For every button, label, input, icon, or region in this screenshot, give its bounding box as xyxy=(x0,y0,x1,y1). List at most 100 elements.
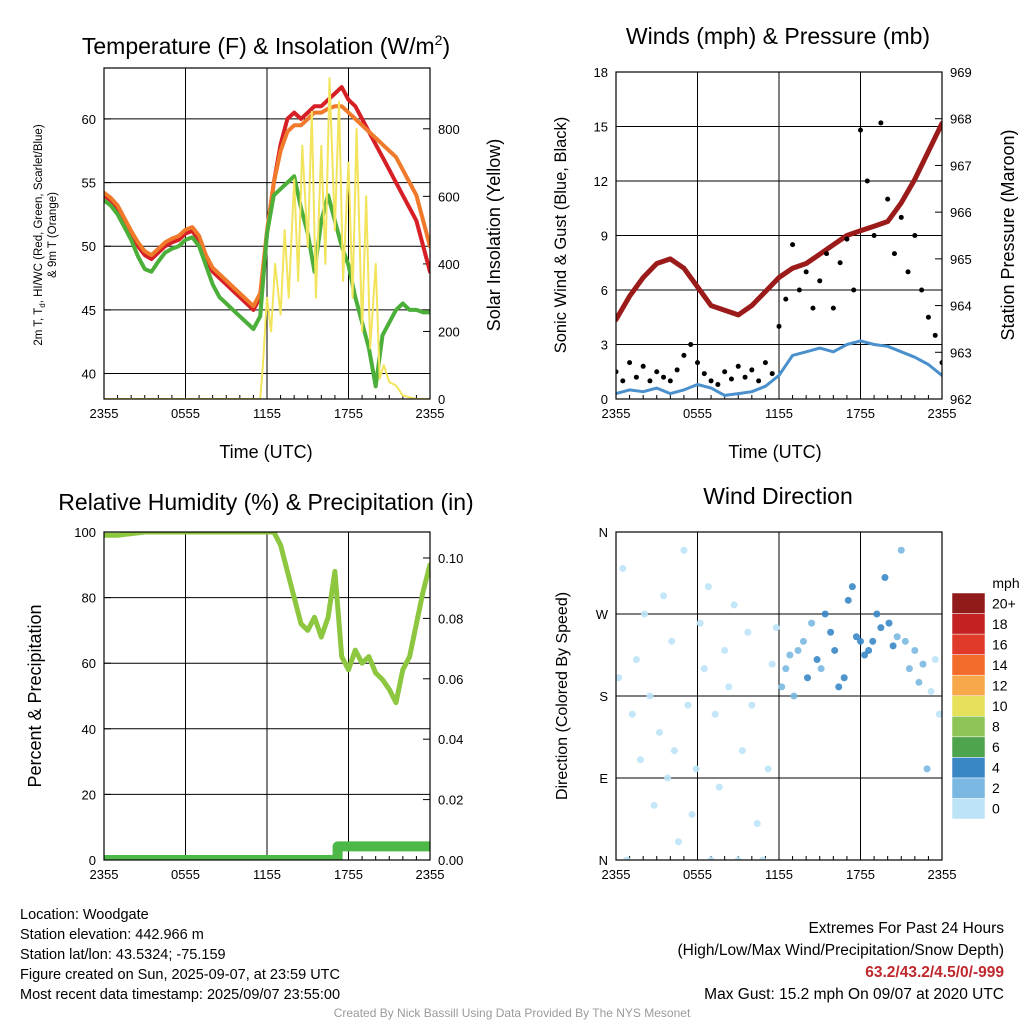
wind-direction-point xyxy=(852,633,860,641)
winds-ylabel: Sonic Wind & Gust (Blue, Black) xyxy=(552,117,570,354)
temperature-x-tick-label: 2355 xyxy=(90,406,119,421)
wind-direction-point xyxy=(893,633,901,641)
wind-direction-point xyxy=(808,619,816,627)
gust-point xyxy=(912,233,918,238)
temperature-y-tick-label: 45 xyxy=(82,303,96,318)
wind-direction-point xyxy=(692,765,700,773)
winds-y-tick-label: 6 xyxy=(601,283,608,298)
wind-direction-point xyxy=(707,856,715,860)
direction-x-tick-label: 1155 xyxy=(765,867,793,882)
gust-point xyxy=(824,251,830,257)
wind-direction-point xyxy=(831,646,839,654)
wind-direction-point xyxy=(628,710,636,718)
temperature-title: Temperature (F) & Insolation (W/m2) xyxy=(82,32,450,59)
gust-point xyxy=(776,323,782,329)
wind-direction-point xyxy=(664,774,672,782)
direction-x-tick-label: 2355 xyxy=(602,867,631,882)
wind-direction-point xyxy=(835,683,843,691)
direction-x-tick-label: 2355 xyxy=(928,867,957,882)
humidity-y-tick-label: 0 xyxy=(89,853,96,868)
humidity-y-tick-label: 60 xyxy=(82,656,96,671)
wind-direction-point xyxy=(840,674,848,682)
wind-direction-point xyxy=(935,710,942,718)
winds-x-tick-label: 1755 xyxy=(846,406,875,421)
temperature-y-tick-label: 55 xyxy=(82,176,96,191)
direction-series-group xyxy=(616,546,942,860)
direction-frame xyxy=(615,531,943,861)
temperature-y2-tick-label: 400 xyxy=(438,257,460,272)
temperature-xlabel: Time (UTC) xyxy=(219,442,312,462)
winds-xlabel: Time (UTC) xyxy=(728,442,821,462)
winds-y-tick-label: 3 xyxy=(601,338,608,353)
wind-direction-point xyxy=(715,783,723,791)
station-elevation: Station elevation: 442.966 m xyxy=(20,927,204,943)
direction-ylabel: Direction (Colored By Speed) xyxy=(554,592,571,800)
wind-direction-point xyxy=(869,637,877,645)
gust-point xyxy=(620,378,626,384)
relative-humidity-line xyxy=(104,532,430,706)
wind-direction-point xyxy=(688,810,696,818)
gust-point xyxy=(728,376,734,382)
colorbar-label: 8 xyxy=(992,719,1000,735)
temperature-x-tick-label: 1755 xyxy=(334,406,363,421)
gust-point xyxy=(796,287,802,293)
humidity-plot: 2355 0555 1155 1755 23550204060801000.000.02… xyxy=(74,525,463,882)
gust-point xyxy=(837,260,843,266)
wind-direction-point xyxy=(881,574,889,582)
direction-x-tick-label: 0555 xyxy=(683,867,712,882)
wind-direction-point xyxy=(786,651,794,659)
humidity-x-tick-label: 0555 xyxy=(171,867,200,882)
wind-direction-point xyxy=(744,628,752,636)
temperature-ylabel-2: & 9m T (Orange) xyxy=(47,192,59,278)
temperature-y-tick-label: 60 xyxy=(82,112,96,127)
temperature-y-tick-label: 40 xyxy=(82,367,96,382)
wind-direction-point xyxy=(931,656,939,664)
figure-created: Figure created on Sun, 2025-09-07, at 23… xyxy=(20,967,340,983)
winds-y-tick-label: 0 xyxy=(601,392,608,407)
wind-direction-point xyxy=(730,601,738,609)
winds-plot: 2355 0555 1155 1755 235503691215189629639649… xyxy=(594,65,972,421)
gust-point xyxy=(858,127,863,133)
wind-direction-point xyxy=(857,637,864,645)
direction-y-tick-label: N xyxy=(599,525,608,540)
colorbar-swatch xyxy=(951,757,986,779)
humidity-x-tick-label: 1155 xyxy=(253,867,281,882)
colorbar-swatch xyxy=(951,633,986,655)
wind-direction-point xyxy=(650,801,658,809)
winds-y2-tick-label: 968 xyxy=(950,112,972,127)
colorbar-swatch xyxy=(951,674,986,696)
station-location: Location: Woodgate xyxy=(20,907,149,923)
winds-x-tick-label: 2355 xyxy=(928,406,957,421)
colorbar-label: 10 xyxy=(992,698,1008,714)
humidity-y-tick-label: 80 xyxy=(82,591,96,606)
winds-frame xyxy=(615,71,943,400)
humidity-ylabel: Percent & Precipitation xyxy=(25,604,45,787)
wind-direction-point xyxy=(790,692,798,700)
winds-y2-tick-label: 966 xyxy=(950,205,972,220)
colorbar-swatch xyxy=(951,654,986,676)
winds-y2-tick-label: 962 xyxy=(950,392,972,407)
wind-direction-point xyxy=(668,637,676,645)
wind-direction-point xyxy=(641,610,649,618)
plot-layer: 2355 0555 1155 1755 235540455055600200400600… xyxy=(74,65,1015,882)
wind-direction-point xyxy=(901,637,909,645)
gust-point xyxy=(925,314,931,320)
humidity-y2-tick-label: 0.02 xyxy=(438,793,463,808)
colorbar-swatch xyxy=(951,592,986,614)
winds-y-tick-label: 15 xyxy=(594,120,608,135)
winds-y-tick-label: 18 xyxy=(594,65,608,80)
humidity-y2-tick-label: 0.10 xyxy=(438,551,463,566)
wind-direction-point xyxy=(670,747,678,755)
winds-y2-tick-label: 964 xyxy=(950,299,972,314)
colorbar-label: 2 xyxy=(992,780,1000,796)
humidity-y-tick-label: 100 xyxy=(74,525,96,540)
wind-direction-point xyxy=(632,656,640,664)
wind-direction-point xyxy=(684,701,692,709)
humidity-x-tick-label: 1755 xyxy=(334,867,363,882)
gust-point xyxy=(871,233,877,238)
wind-direction-point xyxy=(696,619,704,627)
wind-direction-point xyxy=(623,856,631,860)
solar-insolation-line xyxy=(104,77,430,399)
colorbar-label: 20+ xyxy=(992,595,1016,611)
wind-direction-point xyxy=(660,592,668,600)
